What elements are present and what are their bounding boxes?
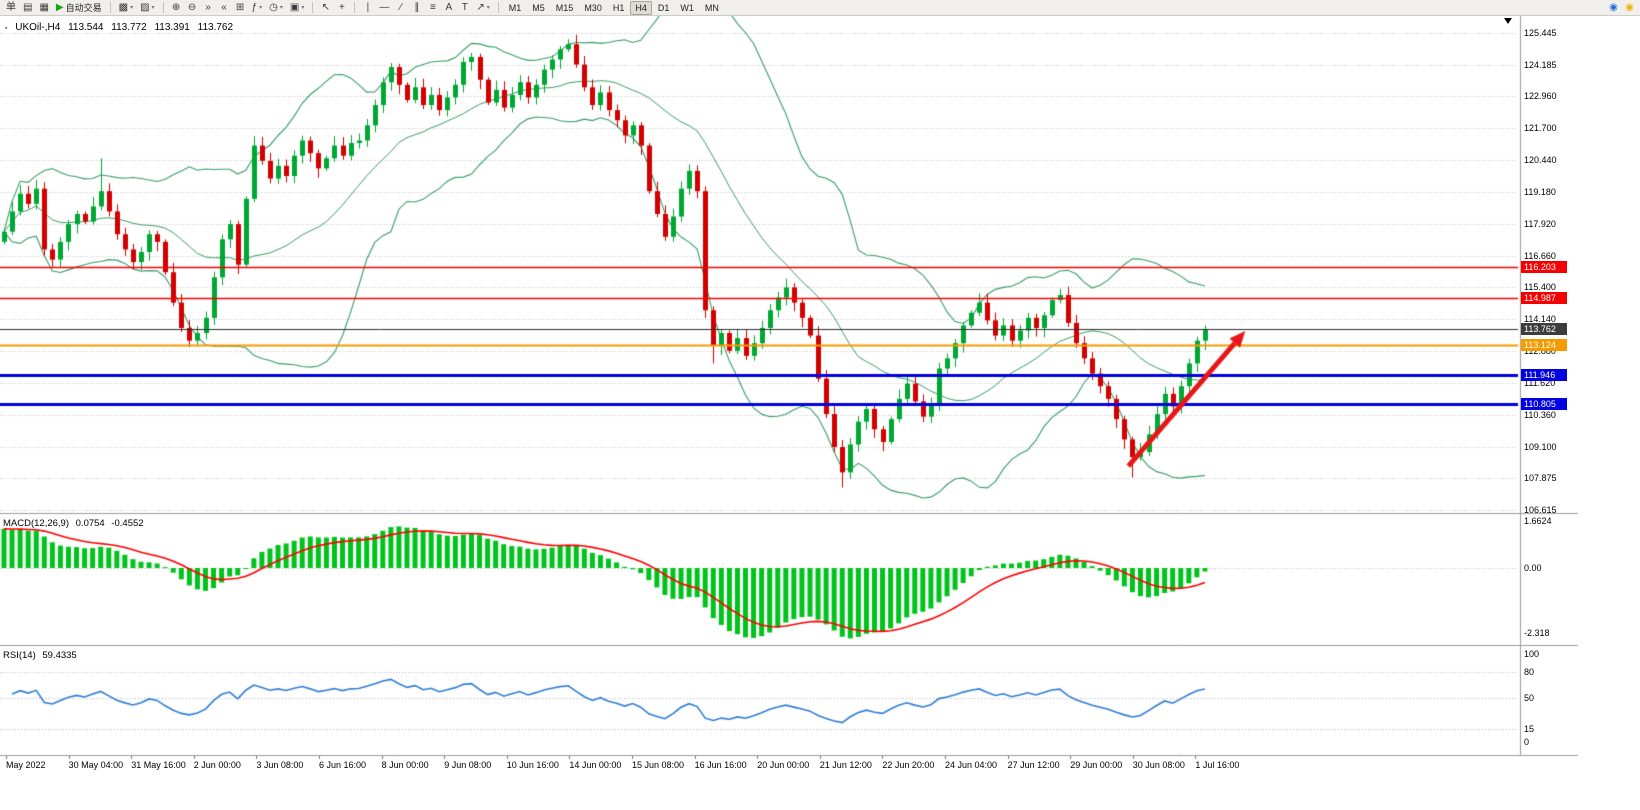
text-button[interactable]: A xyxy=(441,1,456,15)
timeframe-m1-button[interactable]: M1 xyxy=(504,1,527,15)
support-line-upper-tag: 111.946 xyxy=(1521,368,1567,381)
symbol-period-label: UKOil-,H4 xyxy=(15,22,61,33)
indicators-button[interactable]: ƒ ▾ xyxy=(249,1,266,15)
toolbar-separator xyxy=(312,2,314,13)
toolbar-separator xyxy=(109,2,111,13)
tile-windows-button[interactable]: ⊞ xyxy=(233,1,248,15)
chart-shift-marker[interactable] xyxy=(1504,18,1512,24)
templates-button[interactable]: ▣ ▾ xyxy=(287,1,307,15)
ohlc-low-value: 113.391 xyxy=(154,22,190,33)
auto-scroll-button[interactable]: » xyxy=(201,1,216,15)
price-tick-label: 109.100 xyxy=(1524,442,1557,453)
main-toolbar: 单 ▤ ▦ ▶ 自动交易 ▩ ▾ ▨ ▾ ⊕ ⊖» «⊞ ƒ ▾ ◷ ▾ ▣ ▾ ↖ + ∣ ― ∕ ∥ ≡ A T ↗ ▾ M1 M5 M1… xyxy=(0,0,1640,16)
zoom-out-button[interactable]: ⊖ xyxy=(185,1,200,15)
ohlc-open-value: 113.544 xyxy=(68,22,104,33)
price-tick-label: 106.615 xyxy=(1524,504,1557,515)
arrows-button[interactable]: ↗ ▾ xyxy=(473,1,492,15)
timeframe-d1-button[interactable]: D1 xyxy=(653,1,675,15)
charts-grid-icon[interactable]: ▤ xyxy=(20,1,35,15)
chart-shift-button[interactable]: « xyxy=(217,1,232,15)
toolbar-separator xyxy=(354,2,356,13)
current-price-line-tag: 113.762 xyxy=(1521,322,1567,335)
rsi-tick-label: 80 xyxy=(1524,666,1535,677)
macd-indicator-label: MACD(12,26,9) 0.0754 -0.4552 xyxy=(3,518,148,529)
price-tick-label: 122.960 xyxy=(1524,90,1557,101)
vertical-line-button[interactable]: ∣ xyxy=(360,1,375,15)
resistance-line-lower-tag: 114.987 xyxy=(1521,291,1567,304)
rsi-indicator-label: RSI(14) 59.4335 xyxy=(3,650,81,661)
timeframe-h1-button[interactable]: H1 xyxy=(608,1,630,15)
equidistant-channel-button[interactable]: ∥ xyxy=(409,1,424,15)
timeframe-m5-button[interactable]: M5 xyxy=(527,1,550,15)
trendline-button[interactable]: ∕ xyxy=(393,1,408,15)
macd-tick-label: 1.6624 xyxy=(1524,516,1552,527)
price-tick-label: 121.700 xyxy=(1524,122,1557,133)
rsi-value: 59.4335 xyxy=(42,650,77,661)
timeframe-m30-button[interactable]: M30 xyxy=(579,1,607,15)
periods-menu-button[interactable]: ◷ ▾ xyxy=(266,1,286,15)
price-tick-label: 125.445 xyxy=(1524,28,1557,38)
new-order-button[interactable]: 单 xyxy=(3,1,19,15)
toolbar-separator xyxy=(497,2,499,13)
price-axis[interactable]: 125.445 124.185 122.960 121.700 120.440 119.1… xyxy=(1520,0,1640,810)
price-tick-label: 114.140 xyxy=(1524,314,1556,325)
chart-ohlc-header: ▪ UKOil-,H4 113.544 113.772 113.391 113.… xyxy=(5,22,238,33)
macd-tick-label: -2.318 xyxy=(1524,628,1550,639)
macd-main-value: 0.0754 xyxy=(75,518,105,529)
rsi-tick-label: 0 xyxy=(1524,737,1530,747)
price-tick-label: 111.620 xyxy=(1524,378,1556,389)
rsi-tick-label: 15 xyxy=(1524,723,1535,734)
rsi-tick-label: 100 xyxy=(1524,649,1540,659)
horizontal-line-button[interactable]: ― xyxy=(376,1,392,15)
text-label-button[interactable]: T xyxy=(457,1,472,15)
fibonacci-button[interactable]: ≡ xyxy=(425,1,440,15)
new-chart-button[interactable]: ▩ ▾ xyxy=(116,1,136,15)
profiles-icon[interactable]: ▦ xyxy=(36,1,51,15)
ohlc-high-value: 113.772 xyxy=(111,22,147,33)
timeframe-m15-button[interactable]: M15 xyxy=(551,1,579,15)
price-tick-label: 117.920 xyxy=(1524,218,1556,229)
price-tick-label: 116.660 xyxy=(1524,250,1556,261)
price-tick-label: 110.360 xyxy=(1524,410,1556,421)
price-tick-label: 107.875 xyxy=(1524,473,1557,484)
price-tick-label: 120.440 xyxy=(1524,154,1557,165)
auto-trading-button[interactable]: ▶ 自动交易 xyxy=(53,1,105,15)
macd-name: MACD(12,26,9) xyxy=(3,518,69,529)
timeframe-w1-button[interactable]: W1 xyxy=(675,1,699,15)
ohlc-close-value: 113.762 xyxy=(197,22,234,33)
price-tick-label: 115.400 xyxy=(1524,282,1556,293)
macd-signal-value: -0.4552 xyxy=(111,518,144,529)
crosshair-button[interactable]: + xyxy=(334,1,349,15)
search-icon[interactable]: ◉ xyxy=(1622,1,1637,15)
macd-tick-label: 0.00 xyxy=(1524,563,1542,573)
community-icon[interactable]: ◉ xyxy=(1606,1,1621,15)
support-line-lower-tag: 110.805 xyxy=(1521,397,1567,410)
timeframe-h4-button[interactable]: H4 xyxy=(630,0,652,15)
pivot-line-tag: 113.124 xyxy=(1521,339,1567,352)
rsi-tick-label: 50 xyxy=(1524,693,1535,703)
price-tick-label: 112.880 xyxy=(1524,346,1556,357)
resistance-line-upper-tag: 116.203 xyxy=(1521,261,1567,274)
zoom-in-button[interactable]: ⊕ xyxy=(169,1,184,15)
timeframe-mn-button[interactable]: MN xyxy=(700,1,724,15)
chart-profiles-button[interactable]: ▨ ▾ xyxy=(137,1,157,15)
cursor-button[interactable]: ↖ xyxy=(318,1,333,15)
rsi-name: RSI(14) xyxy=(3,650,36,661)
toolbar-separator xyxy=(162,2,164,13)
symbol-icon: ▪ xyxy=(5,25,8,32)
price-tick-label: 119.180 xyxy=(1524,186,1556,197)
price-tick-label: 124.185 xyxy=(1524,59,1557,70)
